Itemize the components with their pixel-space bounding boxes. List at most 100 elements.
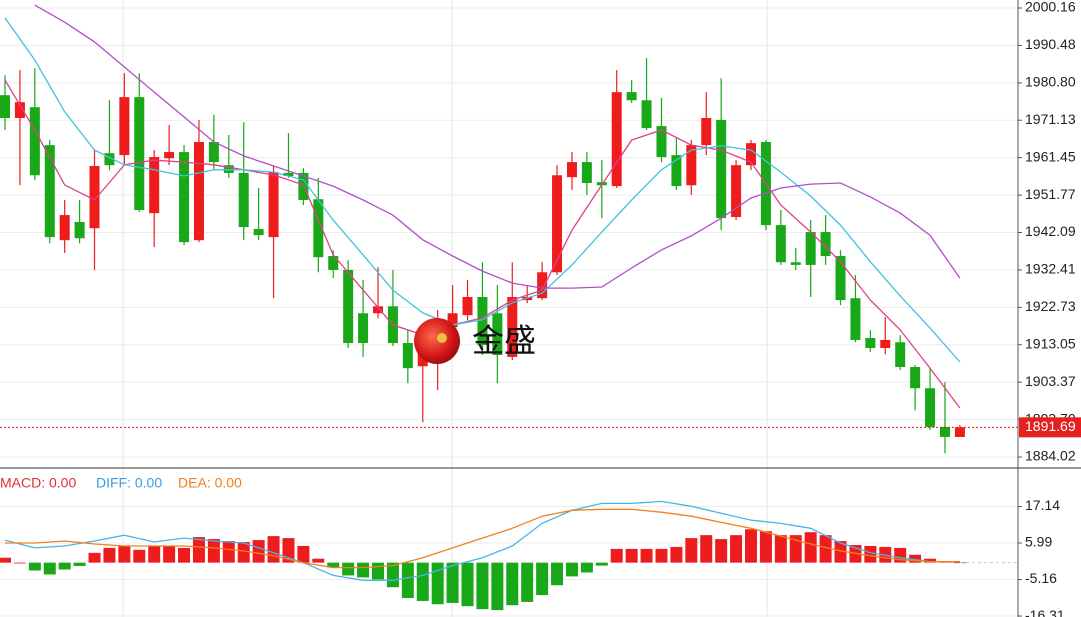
candle-body (686, 145, 697, 186)
macd-bar (312, 558, 325, 563)
y-tick-label: 17.14 (1025, 497, 1060, 513)
indicator-line (34, 4, 961, 289)
y-tick-label: 1980.80 (1025, 74, 1076, 90)
macd-bar (745, 529, 757, 563)
macd-bar (372, 562, 384, 580)
candle-body (447, 313, 458, 328)
y-tick-label: 1990.48 (1025, 36, 1076, 52)
macd-bar (774, 535, 787, 563)
candle-body (611, 92, 622, 187)
candle-body (925, 388, 936, 427)
macd-bar (178, 547, 191, 563)
last-price-box (1019, 417, 1081, 438)
y-tick-label: 1884.02 (1025, 448, 1076, 464)
candle-body (313, 199, 324, 258)
candle-body (671, 155, 682, 187)
candle-body (328, 256, 339, 270)
candle-body (164, 152, 175, 159)
macd-bar (237, 542, 250, 563)
macd-bar (118, 545, 131, 563)
indicator-line (4, 17, 961, 363)
macd-bar (43, 562, 56, 575)
candle-body (850, 298, 861, 340)
candle-body (537, 272, 548, 299)
macd-bar (88, 552, 101, 563)
logo (414, 318, 460, 364)
y-tick-label: 1932.41 (1025, 261, 1076, 277)
candle-body (954, 427, 965, 437)
y-tick-label: 1903.37 (1025, 373, 1076, 389)
candle-body (283, 172, 294, 177)
macd-bar (0, 557, 11, 563)
y-tick-label: 2000.16 (1025, 0, 1076, 15)
candle-body (14, 102, 25, 119)
macd-bar (924, 558, 937, 563)
macd-bar (670, 546, 683, 563)
candle-body (805, 232, 816, 265)
macd-bar (565, 562, 578, 577)
candle-body (402, 343, 413, 369)
indicator-line (4, 500, 960, 581)
macd-bar (386, 562, 399, 588)
candle-body (74, 222, 85, 239)
candle-body (343, 269, 354, 344)
macd-bar (595, 562, 608, 566)
macd-bar (133, 549, 146, 563)
candle-body (910, 366, 921, 389)
candle-body (701, 118, 712, 146)
watermark: 金盛 (472, 322, 536, 358)
macd-bar (103, 547, 116, 563)
macd-bar (730, 535, 743, 563)
y-tick-label: 1913.05 (1025, 335, 1076, 351)
candle-body (104, 153, 115, 166)
macd-bar (192, 537, 205, 563)
macd-bar (625, 548, 638, 563)
candle-body (179, 152, 190, 243)
candle-body (477, 297, 488, 345)
legend-entry: DEA: 0.00 (178, 475, 242, 491)
y-tick-label: -16.31 (1025, 607, 1065, 617)
indicator-line (4, 79, 961, 409)
legend-entry: MACD: 0.00 (0, 475, 76, 491)
candle-body (746, 143, 756, 166)
candle-body (507, 297, 518, 357)
candle-body (134, 97, 145, 211)
candle-body (895, 342, 906, 367)
macd-bar (28, 562, 41, 571)
macd-bar (580, 562, 593, 573)
candle-body (462, 297, 473, 316)
candle-body (731, 165, 742, 217)
macd-bar (551, 562, 564, 586)
macd-bar (506, 562, 519, 606)
macd-bar (267, 536, 280, 563)
macd-bar (476, 562, 489, 610)
y-tick-label: 1971.13 (1025, 111, 1076, 127)
macd-bar (834, 541, 847, 563)
candle-body (119, 97, 130, 156)
candle-body (0, 95, 10, 119)
macd-bar (491, 562, 504, 611)
indicator-line (5, 508, 960, 569)
macd-bar (804, 532, 817, 563)
macd-bar (148, 545, 161, 563)
macd-bar (297, 545, 310, 563)
macd-bar (431, 562, 444, 605)
candle-body (253, 228, 264, 236)
y-tick-label: 1922.73 (1025, 298, 1076, 314)
macd-bar (73, 562, 86, 566)
macd-bar (342, 562, 355, 576)
macd-bar (163, 545, 176, 563)
logo-dot (437, 333, 447, 343)
macd-bar (819, 535, 832, 563)
macd-bar (909, 554, 922, 563)
candle-body (44, 145, 55, 238)
candle-body (492, 313, 503, 356)
macd-bar (416, 562, 429, 601)
candle-body (880, 339, 891, 349)
candle-body (238, 172, 249, 228)
candle-body (790, 262, 801, 265)
macd-bar (610, 548, 623, 563)
candle-body (820, 232, 831, 257)
macd-bar (759, 531, 772, 563)
